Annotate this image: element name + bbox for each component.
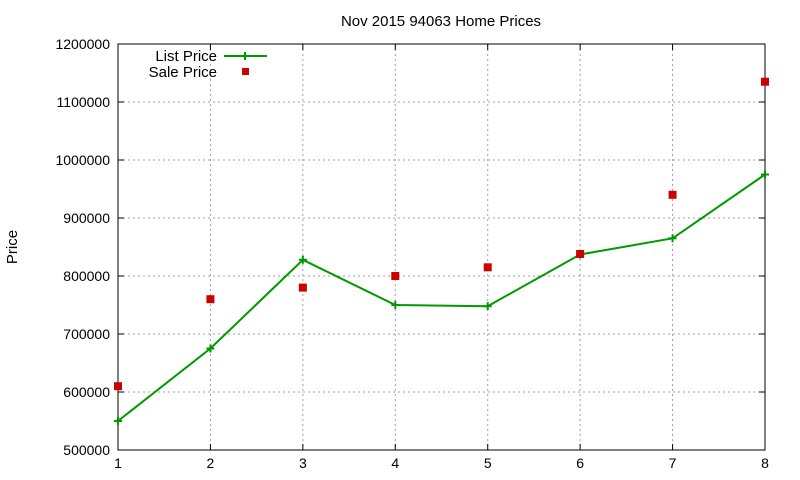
x-tick-label: 3 <box>299 455 307 471</box>
x-tick-label: 4 <box>391 455 399 471</box>
chart-title: Nov 2015 94063 Home Prices <box>341 13 541 30</box>
y-tick-label: 800000 <box>63 268 110 284</box>
legend: List Price Sale Price <box>149 48 267 81</box>
list-price-point <box>483 302 492 311</box>
sale-price-point <box>576 249 585 258</box>
y-tick-label: 600000 <box>63 384 110 400</box>
list-price-point <box>298 255 307 264</box>
legend-label-list-price: List Price <box>155 48 217 65</box>
plot-frame <box>117 43 766 451</box>
x-tick-label: 5 <box>484 455 492 471</box>
x-tick-label: 8 <box>761 455 769 471</box>
list-price-point <box>391 301 400 309</box>
legend-label-sale-price: Sale Price <box>149 64 217 81</box>
y-tick-label: 1100000 <box>57 94 111 110</box>
y-tick-label: 1000000 <box>55 152 110 168</box>
series-layer <box>114 77 769 425</box>
list-price-point <box>206 344 215 353</box>
sale-price-point <box>483 263 492 272</box>
sale-price-point <box>761 77 769 86</box>
x-tick-label: 2 <box>207 455 215 471</box>
list-price-point <box>668 234 677 243</box>
list-price-point <box>761 170 769 179</box>
list-price-line <box>117 173 766 422</box>
y-axis-label: Price <box>4 230 21 264</box>
y-tick-label: 500000 <box>63 442 110 458</box>
sale-price-point <box>668 190 677 199</box>
grid <box>118 44 765 450</box>
legend-marker-sale-price <box>242 68 249 75</box>
sale-price-point <box>114 382 122 391</box>
legend-marker-list-price <box>241 52 249 60</box>
y-tick-label: 700000 <box>63 326 110 342</box>
sale-price-point <box>391 272 400 280</box>
sale-price-point <box>298 283 307 292</box>
y-tick-label: 1200000 <box>55 36 110 52</box>
x-tick-label: 6 <box>576 455 584 471</box>
list-price-point <box>114 417 122 425</box>
x-tick-label: 7 <box>669 455 677 471</box>
axis-ticks: 500000 600000 700000 800000 900000 1000000 110… <box>55 36 769 471</box>
y-tick-label: 900000 <box>63 210 110 226</box>
sale-price-point <box>206 295 215 304</box>
x-tick-label: 1 <box>114 455 122 471</box>
